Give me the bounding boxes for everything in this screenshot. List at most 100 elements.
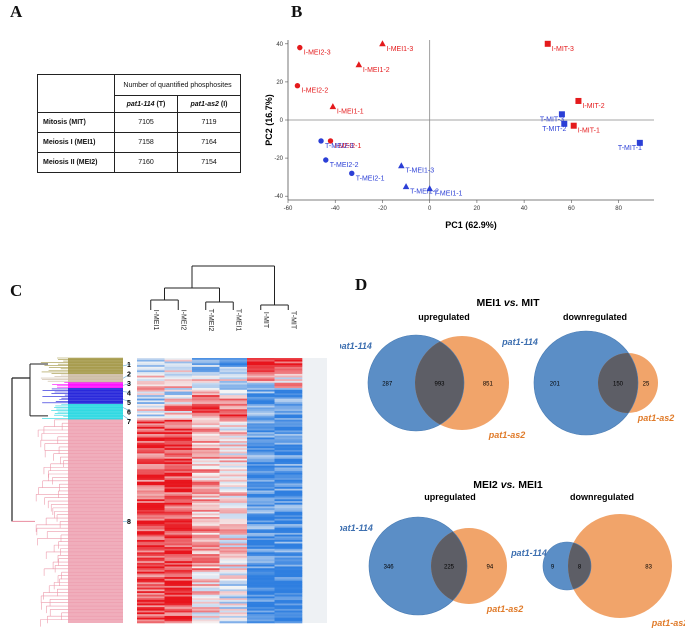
heatmap-cell (192, 547, 220, 550)
heatmap-cell (219, 547, 248, 550)
heatmap-cell (192, 465, 220, 468)
heatmap-cell (274, 621, 303, 624)
heatmap-cell (137, 490, 165, 493)
heatmap-cell (274, 584, 303, 587)
heatmap-cell (247, 575, 275, 578)
pca-point (323, 157, 329, 163)
heatmap-cell (137, 504, 165, 507)
heatmap-cell (192, 488, 220, 491)
heatmap-cell (247, 596, 275, 599)
heatmap-cell (247, 578, 275, 581)
heatmap-cell (137, 403, 165, 406)
heatmap-cell (137, 396, 165, 399)
heatmap-cell (137, 361, 165, 364)
heatmap-cell (137, 377, 165, 380)
heatmap-cell (137, 532, 165, 535)
heatmap-cell (219, 465, 248, 468)
heatmap-cell (137, 481, 165, 484)
heatmap-column-label: I-MEI1 (152, 310, 159, 331)
heatmap-cell (274, 411, 303, 414)
heatmap-cell (219, 365, 248, 368)
heatmap-cell (247, 550, 275, 553)
heatmap-cell (192, 433, 220, 437)
heatmap-cell (274, 391, 303, 394)
heatmap-cell (164, 377, 193, 380)
heatmap-cell (164, 522, 193, 525)
heatmap-cell (164, 539, 193, 543)
heatmap-cell (247, 538, 275, 541)
heatmap-cell (192, 453, 220, 456)
heatmap-cell (274, 589, 303, 592)
heatmap-cell (219, 414, 248, 417)
heatmap-cell (219, 522, 248, 525)
heatmap-cell (274, 396, 303, 399)
heatmap-cell (192, 441, 220, 444)
heatmap-cell (137, 605, 165, 608)
heatmap-cell (137, 580, 165, 583)
heatmap-cell (192, 448, 220, 451)
heatmap-cell (137, 411, 165, 414)
heatmap-cell (247, 571, 275, 574)
heatmap-cell (247, 619, 275, 622)
heatmap-cell (274, 490, 303, 493)
heatmap-cell (247, 502, 275, 505)
heatmap-cell (137, 425, 165, 428)
heatmap-cell (274, 366, 303, 369)
venn-count-b-only: 851 (483, 382, 494, 388)
heatmap-cell (219, 386, 248, 389)
heatmap-cell (137, 513, 165, 516)
heatmap-cell (247, 391, 275, 394)
phosphosite-table: Number of quantified phosphosites pat1-1… (37, 74, 241, 173)
heatmap-cell (164, 375, 193, 378)
heatmap-column-label: I-MEI2 (179, 310, 186, 331)
heatmap-cell (137, 582, 165, 585)
heatmap-cell (274, 562, 303, 565)
heatmap-cell (164, 492, 193, 495)
heatmap-cell (247, 518, 275, 521)
heatmap-cell (247, 488, 275, 491)
heatmap-cell (192, 570, 220, 573)
heatmap-cell (192, 492, 220, 495)
heatmap-cell (137, 416, 165, 419)
heatmap-cell (192, 458, 220, 461)
heatmap-cell (137, 520, 165, 523)
heatmap-cell (137, 474, 165, 477)
heatmap-cell (164, 529, 193, 532)
cluster-leader-line (122, 415, 132, 422)
heatmap-cell (192, 474, 220, 477)
heatmap-cell (219, 425, 248, 428)
table-cell: 7164 (177, 132, 241, 153)
heatmap-cell (274, 607, 303, 610)
heatmap-cell (164, 615, 193, 618)
heatmap-cell (192, 589, 220, 592)
heatmap-cell (247, 485, 275, 488)
heatmap-cell (219, 451, 248, 454)
heatmap-cell (137, 577, 165, 580)
heatmap-cell (192, 619, 220, 622)
cluster-leader-line (122, 373, 132, 379)
heatmap-cell (192, 575, 220, 578)
heatmap-cell (219, 384, 248, 387)
heatmap-cell (274, 531, 303, 534)
pca-point-label: I-MEI2-2 (301, 88, 328, 95)
heatmap-cell (247, 389, 275, 392)
heatmap-cell (274, 575, 303, 578)
heatmap-cell (247, 561, 275, 564)
heatmap-cell (274, 554, 303, 557)
heatmap-cell (192, 532, 220, 535)
heatmap-cell (137, 402, 165, 405)
heatmap-cell (219, 495, 248, 498)
heatmap-cell (219, 555, 248, 558)
heatmap-cell (274, 582, 303, 585)
heatmap-cell (219, 486, 248, 490)
heatmap-cell (274, 570, 303, 573)
heatmap-cell (192, 573, 220, 576)
heatmap-cell (192, 610, 220, 613)
heatmap-cell (247, 464, 275, 467)
heatmap-cell (164, 499, 193, 502)
heatmap-cell (247, 435, 275, 438)
heatmap-cell (164, 589, 193, 592)
heatmap-cell (192, 432, 220, 435)
heatmap-cell (164, 550, 193, 553)
heatmap-cell (192, 592, 220, 596)
